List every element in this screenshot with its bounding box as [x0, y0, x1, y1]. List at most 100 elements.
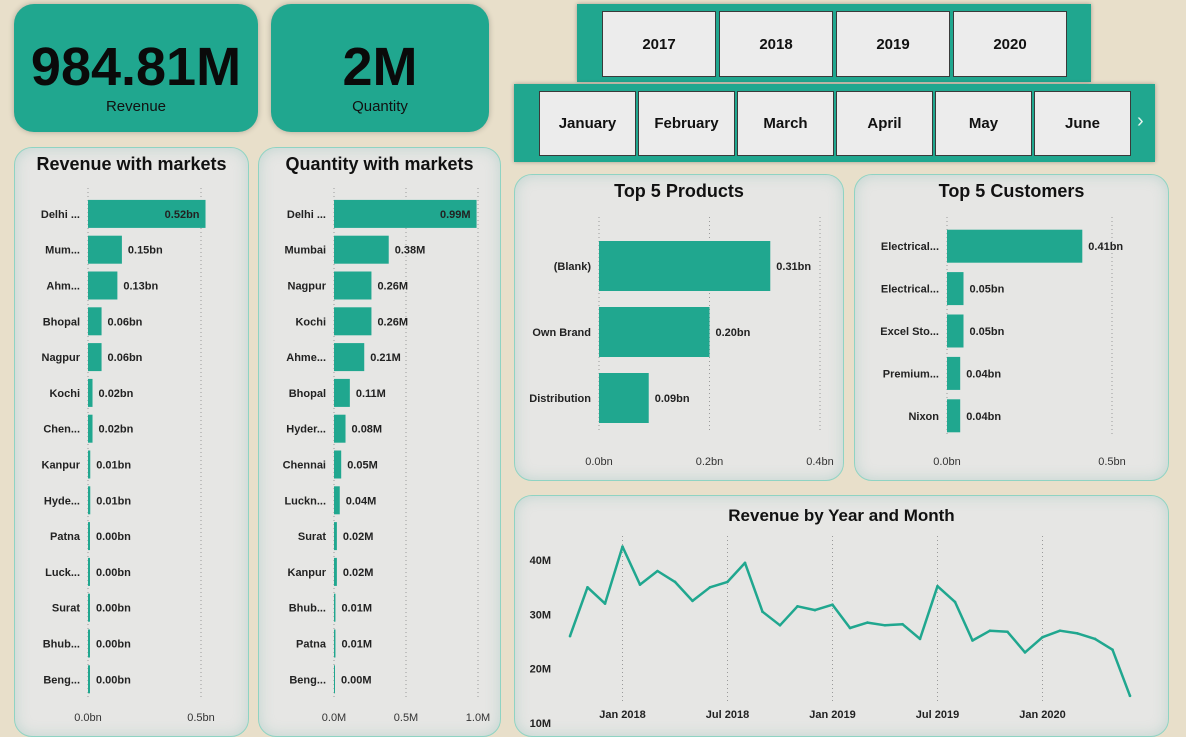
- data-label: 0.52bn: [165, 209, 200, 221]
- bar: [334, 199, 477, 228]
- data-label: 0.06bn: [108, 316, 143, 328]
- bar: [88, 450, 91, 479]
- data-point: [603, 602, 607, 605]
- x-tick-label: 0.2bn: [696, 456, 724, 468]
- bar: [334, 307, 372, 336]
- data-point: [848, 626, 852, 630]
- category-label: Kochi: [295, 316, 326, 328]
- data-point: [883, 623, 887, 627]
- month-button-march[interactable]: March: [737, 91, 834, 156]
- revenue-line: [568, 545, 1132, 697]
- category-label: (Blank): [554, 261, 592, 273]
- revenue-kpi-label: Revenue: [105, 98, 167, 115]
- data-label: 0.08M: [352, 424, 383, 436]
- month-button-may[interactable]: May: [935, 91, 1032, 156]
- data-label: 0.04bn: [966, 411, 1001, 423]
- month-button-january[interactable]: January: [539, 91, 636, 156]
- data-point: [988, 629, 992, 633]
- top-customers-chart: 0.0bn 0.5bn Electrical... 0.41bn Electrical.…: [880, 217, 1126, 468]
- data-label: 0.00bn: [96, 603, 131, 615]
- data-point: [726, 580, 729, 584]
- bar: [947, 399, 961, 433]
- bar: [334, 593, 336, 622]
- quantity-kpi-label: Quantity: [352, 98, 408, 115]
- category-label: Chen...: [43, 424, 80, 436]
- bar: [947, 272, 964, 306]
- revenue-kpi-card: 984.81M Revenue: [14, 4, 258, 132]
- bar: [88, 307, 102, 336]
- data-label: 0.02bn: [99, 388, 134, 400]
- category-label: Kanpur: [288, 567, 327, 579]
- category-label: Kanpur: [42, 460, 81, 472]
- data-label: 0.21M: [370, 352, 401, 364]
- data-label: 0.01bn: [96, 495, 131, 507]
- category-label: Chennai: [283, 460, 326, 472]
- revenue-kpi-value: 984.81M: [30, 37, 242, 97]
- y-tick-label: 10M: [530, 718, 551, 730]
- category-label: Luckn...: [284, 495, 326, 507]
- year-button-2020[interactable]: 2020: [953, 11, 1067, 77]
- category-label: Kochi: [49, 388, 80, 400]
- quantity-markets-title: Quantity with markets: [285, 154, 474, 174]
- revenue-trend-chart: Jan 2018 Jul 2018 Jan 2019 Jul 2019 Jan 2020…: [530, 536, 1132, 730]
- category-label: Ahm...: [46, 281, 80, 293]
- quantity-kpi-card: 2M Quantity: [271, 4, 489, 132]
- category-label: Nagpur: [42, 352, 81, 364]
- data-point: [761, 610, 764, 614]
- bar: [334, 378, 350, 407]
- year-button-2019[interactable]: 2019: [836, 11, 950, 77]
- data-point: [866, 621, 869, 624]
- bar: [88, 593, 90, 622]
- bar: [599, 307, 710, 357]
- data-label: 0.05bn: [970, 284, 1005, 296]
- revenue-markets-panel: Revenue with markets 0.0bn 0.5bn Delhi ...…: [14, 147, 249, 737]
- x-tick-label: 1.0M: [466, 712, 490, 724]
- month-button-june[interactable]: June: [1034, 91, 1131, 156]
- category-label: Mum...: [45, 245, 80, 257]
- x-tick-label: 0.5bn: [187, 712, 215, 724]
- month-button-april[interactable]: April: [836, 91, 933, 156]
- data-label: 0.05bn: [970, 326, 1005, 338]
- data-label: 0.01M: [341, 639, 372, 651]
- bar: [334, 414, 346, 443]
- chevron-right-icon[interactable]: ›: [1137, 110, 1144, 132]
- bar: [88, 665, 90, 694]
- top-products-title: Top 5 Products: [614, 181, 744, 201]
- data-point: [1093, 637, 1097, 641]
- category-label: Electrical...: [881, 241, 939, 253]
- category-label: Excel Sto...: [880, 326, 939, 338]
- year-button-2018[interactable]: 2018: [719, 11, 833, 77]
- top-customers-panel: Top 5 Customers 0.0bn 0.5bn Electrical... 0…: [854, 174, 1169, 481]
- data-point: [1076, 632, 1079, 635]
- top-products-chart: 0.0bn 0.2bn 0.4bn (Blank) 0.31bn Own Brand 0.2…: [529, 217, 834, 468]
- data-label: 0.38M: [395, 245, 426, 257]
- data-label: 0.01M: [341, 603, 372, 615]
- category-label: Electrical...: [881, 284, 939, 296]
- bar: [88, 522, 90, 551]
- year-button-2017[interactable]: 2017: [602, 11, 716, 77]
- bar: [947, 229, 1083, 263]
- category-label: Ahme...: [286, 352, 326, 364]
- x-tick-label: 0.0M: [322, 712, 346, 724]
- data-label: 0.00M: [341, 674, 372, 686]
- data-point: [1006, 630, 1009, 634]
- x-tick-label: Jan 2019: [809, 709, 855, 721]
- bar: [88, 629, 90, 658]
- data-label: 0.01bn: [96, 460, 131, 472]
- data-label: 0.99M: [440, 209, 471, 221]
- bar: [334, 557, 337, 586]
- data-point: [813, 608, 817, 612]
- data-label: 0.26M: [377, 281, 408, 293]
- data-point: [1128, 694, 1132, 698]
- data-point: [953, 600, 957, 604]
- bar: [88, 199, 206, 228]
- data-point: [708, 585, 712, 589]
- top-products-panel: Top 5 Products 0.0bn 0.2bn 0.4bn (Blank) 0.3…: [514, 174, 844, 481]
- category-label: Bhub...: [43, 639, 80, 651]
- data-point: [568, 634, 572, 638]
- category-label: Delhi ...: [41, 209, 80, 221]
- revenue-trend-panel: Revenue by Year and Month Jan 2018 Jul 20…: [514, 495, 1169, 737]
- data-label: 0.11M: [356, 388, 386, 400]
- category-label: Bhub...: [289, 603, 326, 615]
- month-button-february[interactable]: February: [638, 91, 735, 156]
